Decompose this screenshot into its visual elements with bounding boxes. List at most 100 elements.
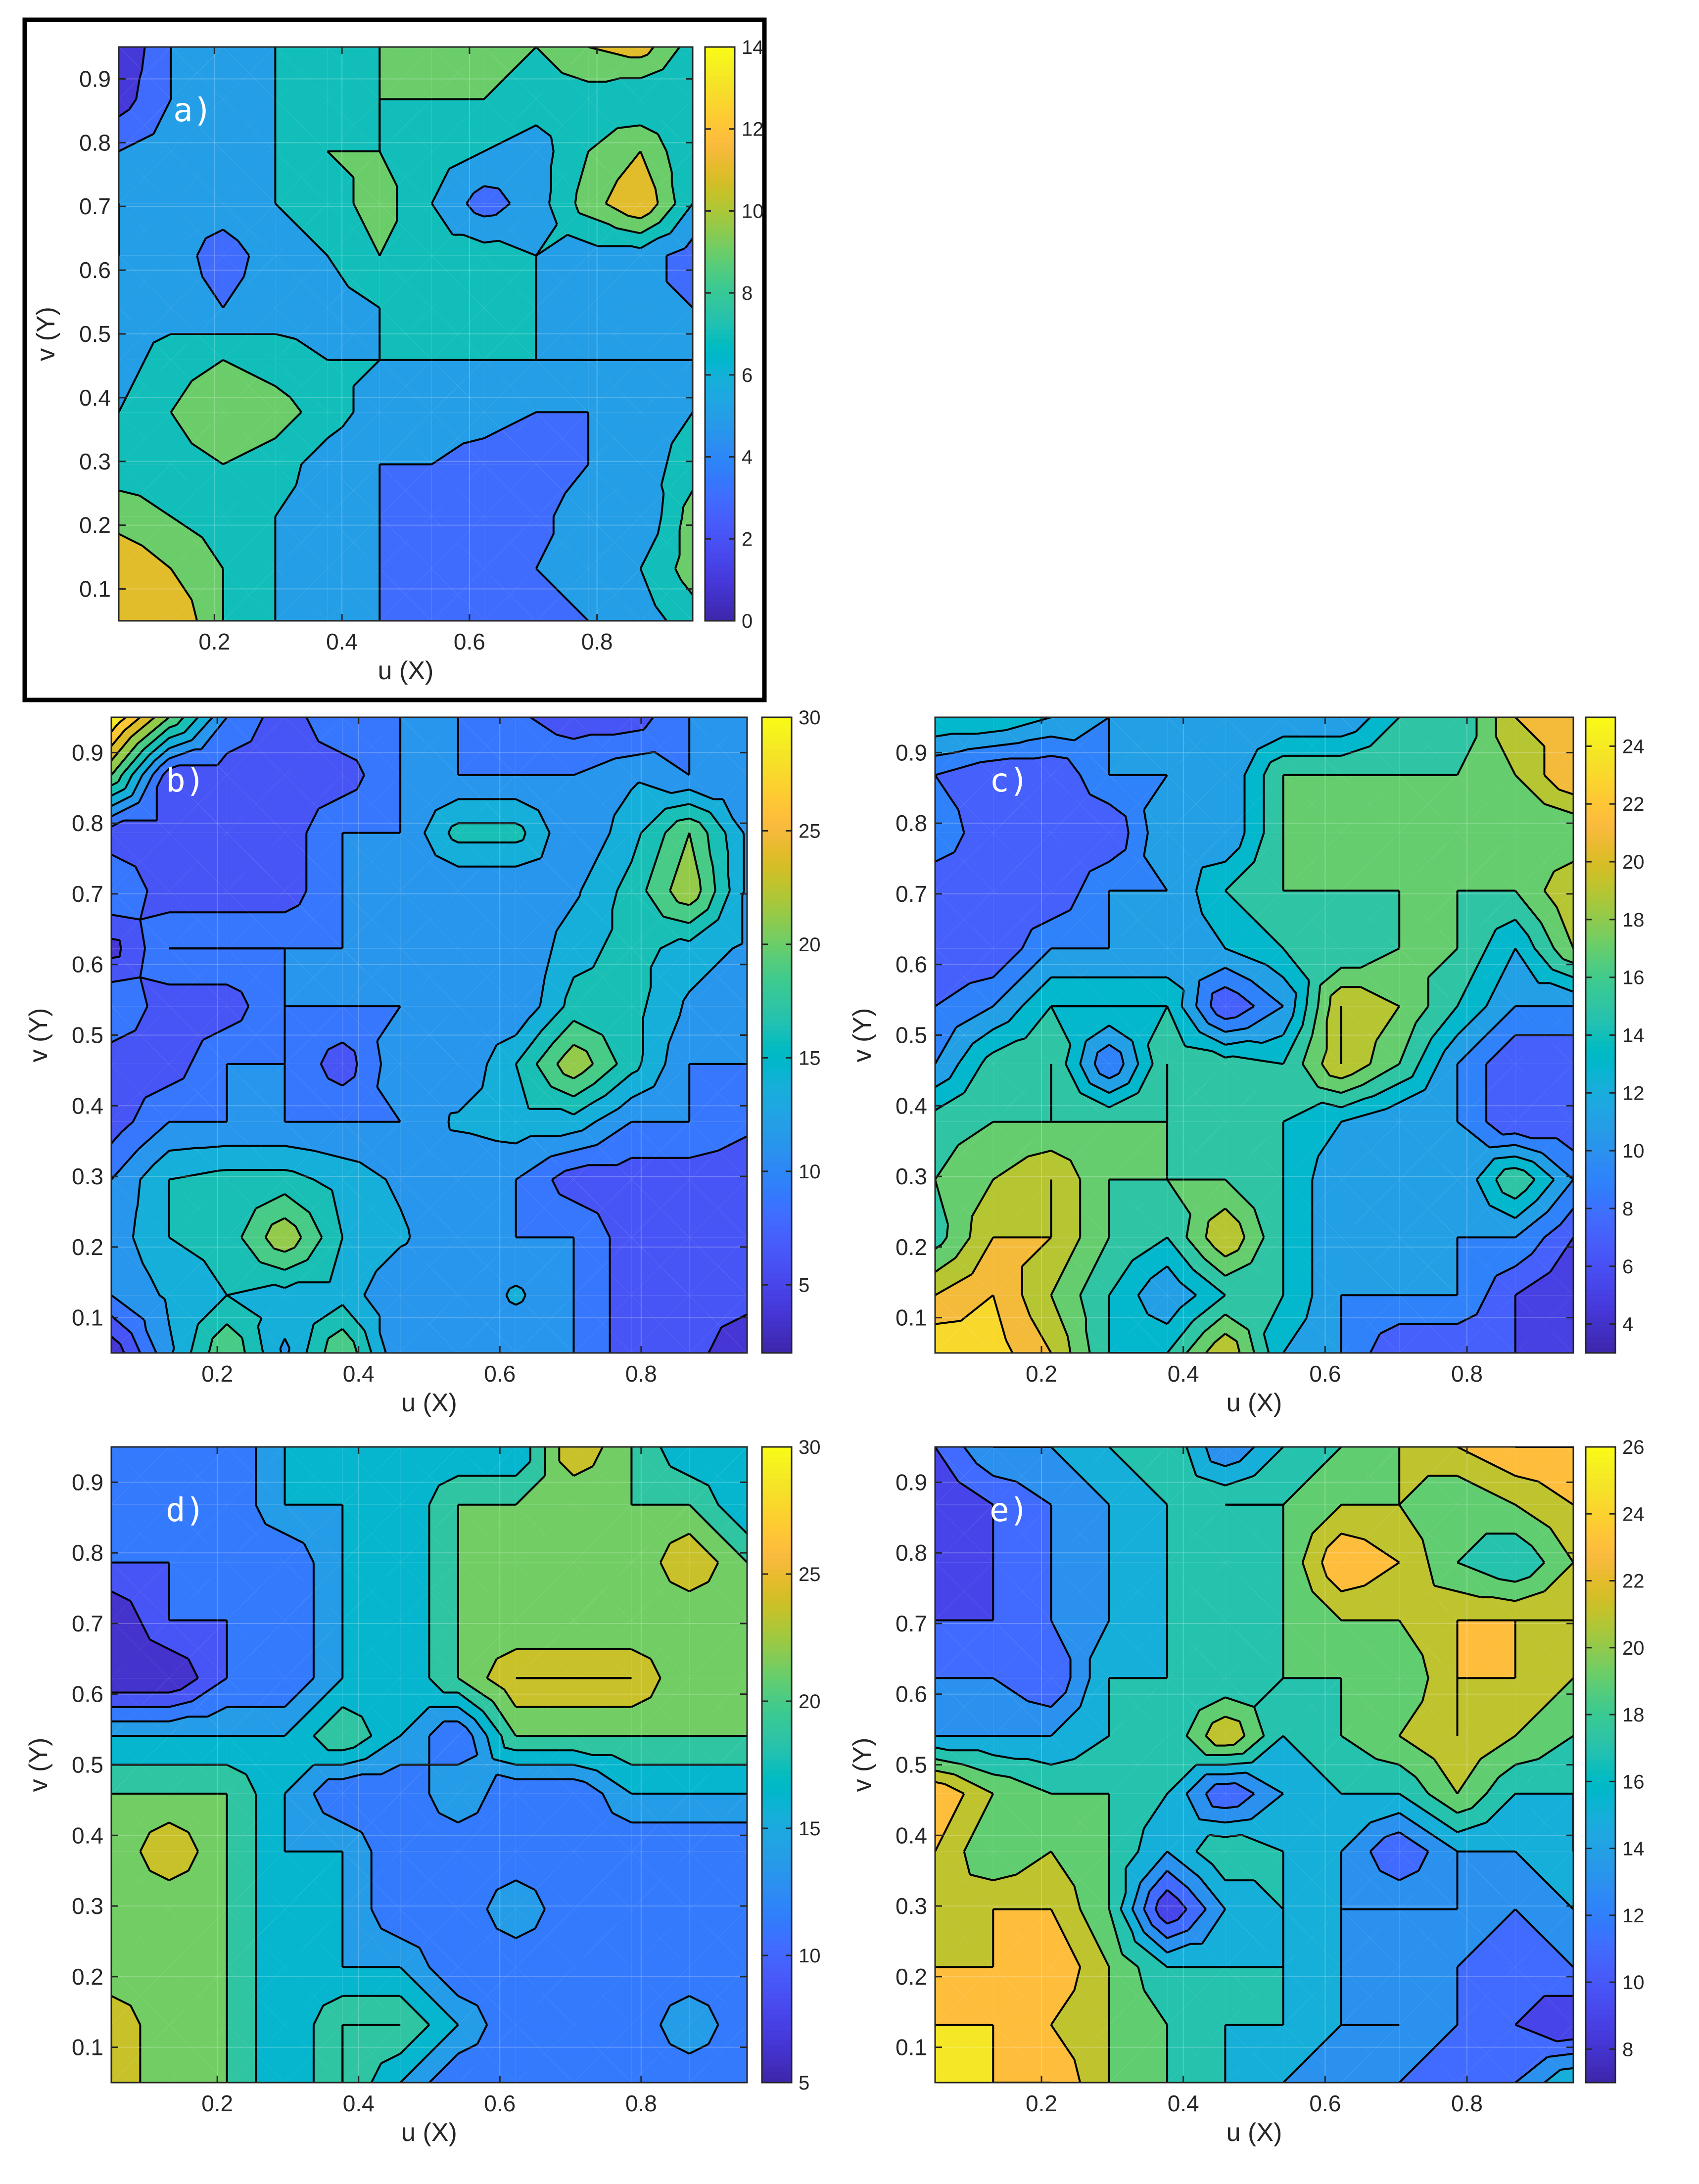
contour-region — [307, 1237, 343, 1266]
contour-region — [197, 99, 223, 151]
contour-region — [458, 1208, 516, 1238]
contour-region — [431, 125, 484, 151]
contour-region — [621, 862, 632, 891]
contour-panel-b: 0.2 0.4 0.6 0.80.10.20.30.40.50.60.70.80.9u… — [24, 707, 821, 1417]
colorbar-swatch — [705, 453, 735, 459]
contour-region — [660, 948, 690, 1001]
contour-line — [1559, 1208, 1573, 1225]
contour-line — [190, 600, 198, 621]
contour-region — [1361, 977, 1400, 1007]
colorbar-tick-label: 12 — [742, 119, 764, 140]
colorbar-swatch — [762, 1199, 792, 1205]
colorbar-swatch — [705, 186, 735, 191]
contour-line — [1089, 1082, 1110, 1094]
contour-region — [1006, 717, 1051, 743]
colorbar-swatch — [705, 71, 735, 76]
contour-region — [1457, 948, 1487, 968]
contour-region — [212, 1324, 227, 1353]
contour-region — [1544, 1064, 1573, 1122]
colorbar-swatch — [705, 582, 735, 588]
contour-line — [992, 1040, 1017, 1054]
contour-region — [670, 890, 690, 902]
colorbar-swatch — [762, 892, 792, 898]
contour-region — [111, 833, 141, 867]
contour-region — [588, 334, 641, 360]
contour-region — [1051, 1121, 1109, 1151]
contour-region — [588, 568, 614, 621]
contour-line — [172, 1348, 175, 1353]
contour-region — [484, 595, 536, 621]
contour-region — [111, 977, 141, 1007]
contour-region — [718, 1136, 747, 1180]
contour-region — [205, 230, 223, 256]
contour-region — [631, 752, 690, 775]
contour-line — [1292, 1006, 1296, 1016]
contour-region — [1080, 1006, 1109, 1041]
contour-line — [168, 1077, 184, 1087]
colorbar-swatch — [762, 939, 792, 946]
contour-region — [197, 238, 223, 256]
contour-region — [536, 412, 589, 438]
colorbar-swatch — [705, 563, 735, 569]
contour-region — [275, 99, 302, 151]
contour-region — [964, 732, 993, 749]
colorbar-tick-label: 8 — [742, 282, 753, 304]
contour-region — [223, 277, 249, 308]
contour-region — [197, 308, 223, 334]
contour-line — [1541, 1152, 1573, 1181]
colorbar-swatch — [705, 415, 735, 420]
contour-line — [200, 1145, 227, 1149]
contour-region — [284, 746, 343, 775]
contour-region — [562, 412, 589, 465]
contour-region — [516, 1121, 574, 1136]
contour-region — [1196, 1064, 1226, 1122]
contour-region — [614, 790, 632, 833]
contour-region — [1167, 1295, 1196, 1308]
contour-region — [353, 99, 380, 151]
contour-region — [536, 334, 589, 360]
contour-line — [1556, 1137, 1573, 1152]
contour-region — [171, 151, 223, 178]
contour-line — [119, 108, 130, 118]
contour-region — [484, 516, 510, 569]
contour-line — [1514, 1200, 1537, 1219]
contour-region — [327, 568, 380, 595]
contour-line — [451, 838, 459, 843]
contour-line — [139, 977, 148, 1007]
contour-region — [1051, 1006, 1071, 1064]
contour-line — [1185, 1331, 1205, 1353]
contour-line — [674, 832, 691, 877]
contour-region — [603, 775, 632, 816]
contour-region — [689, 1006, 718, 1064]
contour-line — [689, 789, 714, 800]
contour-region — [342, 1121, 372, 1162]
colorbar-swatch — [705, 181, 735, 186]
contour-region — [468, 842, 507, 862]
contour-region — [1428, 1179, 1458, 1238]
contour-region — [1283, 890, 1341, 920]
contour-region — [1109, 1052, 1124, 1064]
contour-region — [536, 255, 589, 282]
contour-region — [1341, 1096, 1387, 1122]
contour-line — [1166, 1006, 1186, 1047]
contour-region — [1068, 746, 1109, 775]
contour-region — [1302, 746, 1322, 756]
contour-region — [1267, 948, 1283, 977]
contour-region — [249, 568, 276, 621]
contour-region — [1341, 1266, 1400, 1296]
contour-line — [111, 723, 119, 733]
colorbar-swatch — [705, 511, 735, 516]
contour-region — [169, 725, 185, 738]
colorbar-tick-label: 6 — [742, 365, 753, 386]
colorbar-swatch — [705, 281, 735, 287]
contour-region — [1283, 1093, 1322, 1122]
contour-region — [723, 775, 747, 833]
contour-region — [487, 948, 516, 1007]
contour-region — [1051, 717, 1075, 741]
contour-line — [1495, 919, 1516, 930]
colorbar-swatch — [762, 1273, 792, 1279]
contour-region — [197, 277, 223, 308]
contour-line — [688, 833, 701, 881]
contour-region — [1167, 1151, 1226, 1180]
colorbar-swatch — [762, 934, 792, 940]
